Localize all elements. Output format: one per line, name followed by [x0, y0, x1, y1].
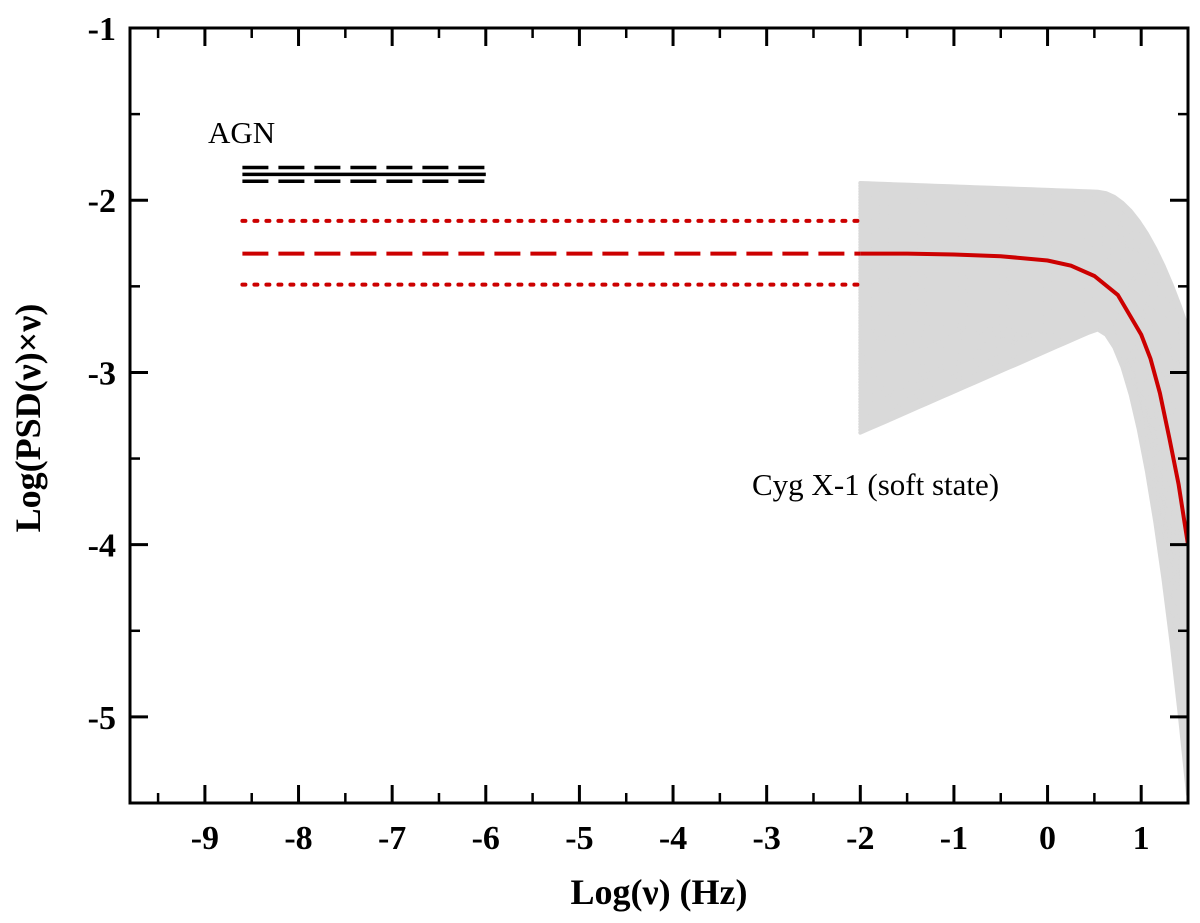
y-tick-label: -4: [88, 528, 116, 565]
y-tick-label: -1: [88, 11, 116, 48]
series-line-6: [860, 251, 1188, 546]
y-tick-label: -3: [88, 355, 116, 392]
x-tick-label: -5: [565, 820, 593, 857]
y-tick-label: -5: [88, 700, 116, 737]
x-tick-label: 0: [1039, 820, 1056, 857]
y-axis-title: Log(PSD(ν)×ν): [8, 304, 48, 533]
x-tick-label: -8: [284, 820, 312, 857]
x-tick-label: -6: [472, 820, 500, 857]
x-tick-label: 1: [1133, 820, 1150, 857]
psd-band-line: [858, 181, 1188, 332]
x-axis-title: Log(ν) (Hz): [570, 872, 747, 912]
x-tick-label: -7: [378, 820, 406, 857]
axis-tick-labels: -9 -8 -7 -6 -5 -4 -3 -2 -1 0 1 -1 -2 -3 -4 -5: [88, 11, 1150, 857]
annotation-agn: AGN: [208, 115, 275, 150]
x-tick-label: -3: [753, 820, 781, 857]
series-layer: [240, 165, 1188, 546]
y-tick-label: -2: [88, 183, 116, 220]
x-tick-label: -2: [846, 820, 874, 857]
x-tick-label: -1: [940, 820, 968, 857]
annotation-cyg-x1: Cyg X-1 (soft state): [752, 467, 999, 502]
axis-ticks: [130, 26, 1190, 805]
x-tick-label: -4: [659, 820, 687, 857]
x-tick-label: -9: [191, 820, 219, 857]
cyg-x1-psd-band: [858, 181, 1188, 797]
plot-frame: [128, 26, 1190, 805]
